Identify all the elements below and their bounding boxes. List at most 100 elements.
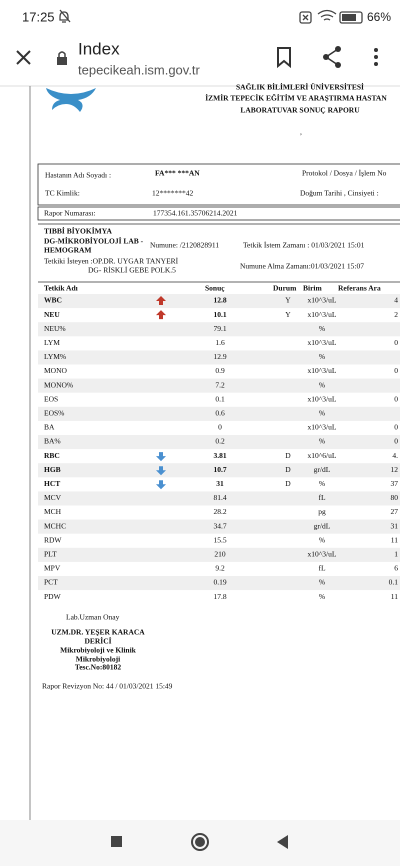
result: 9.2 [215, 564, 225, 573]
result: 1.6 [215, 338, 225, 347]
reference: 31 [391, 521, 399, 530]
unit: pg [318, 507, 326, 516]
page-title: Index [78, 39, 120, 58]
patient-name: FA*** ***AN [155, 169, 200, 178]
row-shade [38, 378, 400, 393]
revision: Rapor Revizyon No: 44 / 01/03/2021 15:49 [42, 682, 173, 691]
test-name: MONO [44, 366, 68, 375]
unit: % [319, 409, 325, 418]
reference: 37 [391, 479, 399, 488]
unit: % [319, 592, 325, 601]
unit: % [319, 578, 325, 587]
doctor: UZM.DR. YEŞER KARACA [51, 628, 145, 637]
result: 10.7 [213, 465, 226, 474]
row-shade [38, 294, 400, 309]
test-name: PDW [44, 592, 62, 601]
reference: 0 [394, 423, 398, 432]
result: 34.7 [213, 521, 226, 530]
unit: x10^3/uL [308, 338, 337, 347]
lock-icon [57, 51, 67, 65]
reference: 4. [392, 451, 398, 460]
reference: 0 [394, 366, 398, 375]
unit: % [319, 479, 325, 488]
result: 17.8 [213, 592, 226, 601]
close-tab[interactable] [16, 50, 31, 65]
university: SAĞLIK BİLİMLERİ ÜNİVERSİTESİ [236, 82, 364, 92]
test-name: MCV [44, 493, 62, 502]
reference: 1 [394, 550, 398, 559]
row-shade [38, 406, 400, 421]
back-button[interactable] [277, 835, 288, 849]
unit: x10^3/uL [308, 394, 337, 403]
home-button[interactable] [191, 833, 209, 851]
row-shade [38, 519, 400, 534]
sample-time: Numune Alma Zamanı:01/03/2021 15:07 [240, 262, 364, 271]
reference: 80 [391, 493, 399, 502]
test-name: LYM% [44, 352, 66, 361]
row-shade [38, 576, 400, 591]
test-name: RDW [44, 535, 62, 544]
result: 0.6 [215, 409, 225, 418]
unit: x10^6/uL [308, 451, 337, 460]
result: 0.19 [213, 578, 226, 587]
result: 31 [216, 479, 224, 488]
reference: 27 [391, 507, 399, 516]
test-name: HGB [44, 465, 61, 474]
reference: 4 [394, 296, 398, 305]
row-shade [38, 463, 400, 478]
row-shade [38, 322, 400, 337]
label: Protokol / Dosya / İşlem No [302, 169, 387, 178]
department: TIBBİ BİYOKİMYA [44, 226, 112, 236]
test-name: EOS% [44, 409, 64, 418]
column-header: Sonuç [205, 284, 225, 293]
flag-up [156, 296, 166, 305]
flag-up [156, 310, 166, 320]
column-header: Birim [303, 284, 322, 293]
test-name: BA [44, 423, 55, 432]
test-name: PCT [44, 578, 58, 587]
test-name: HCT [44, 479, 60, 488]
reference: 12 [391, 465, 399, 474]
test-name: NEU [44, 310, 60, 319]
label: Hastanın Adı Soyadı : [45, 171, 111, 180]
url[interactable]: tepecikeah.ism.gov.tr [78, 62, 201, 77]
recents-button[interactable] [111, 836, 122, 847]
share-button[interactable] [323, 46, 341, 68]
unit: x10^3/uL [308, 366, 337, 375]
menu-button[interactable] [374, 48, 378, 66]
test-name: NEU% [44, 324, 66, 333]
unit: % [319, 437, 325, 446]
specialty: Mikrobiyoloji ve Klinik [60, 646, 137, 655]
hospital: İZMİR TEPECİK EĞİTİM VE ARAŞTIRMA HASTAN [205, 93, 387, 103]
status-icons [59, 9, 363, 24]
result: 12.8 [213, 296, 226, 305]
test-name: PLT [44, 550, 57, 559]
header-mark: , [300, 128, 302, 137]
result: 0 [218, 423, 222, 432]
flag-down [156, 466, 166, 476]
test-name: EOS [44, 394, 58, 403]
status: Y [285, 310, 291, 319]
bookmark-button[interactable] [277, 47, 291, 69]
test-name: LYM [44, 338, 60, 347]
tc-number: 12*******42 [152, 189, 194, 198]
unit: x10^3/uL [308, 310, 337, 319]
patient-box [37, 163, 400, 206]
column-header: Referans Ara [338, 284, 381, 293]
status: D [285, 451, 291, 460]
unit: x10^3/uL [308, 550, 337, 559]
reference: 0 [394, 338, 398, 347]
report-title: LABORATUVAR SONUÇ RAPORU [240, 106, 360, 115]
time: 17:25 [22, 9, 55, 24]
label: Rapor Numarası: [44, 209, 95, 218]
unit: % [319, 324, 325, 333]
test-name: MONO% [44, 380, 73, 389]
result: 7.2 [215, 380, 225, 389]
report-no-box [37, 206, 400, 221]
test-name: MCH [44, 507, 62, 516]
status: Y [285, 296, 291, 305]
result: 0.1 [215, 394, 225, 403]
result: 0.9 [215, 366, 225, 375]
unit: % [319, 535, 325, 544]
result: 210 [214, 550, 226, 559]
